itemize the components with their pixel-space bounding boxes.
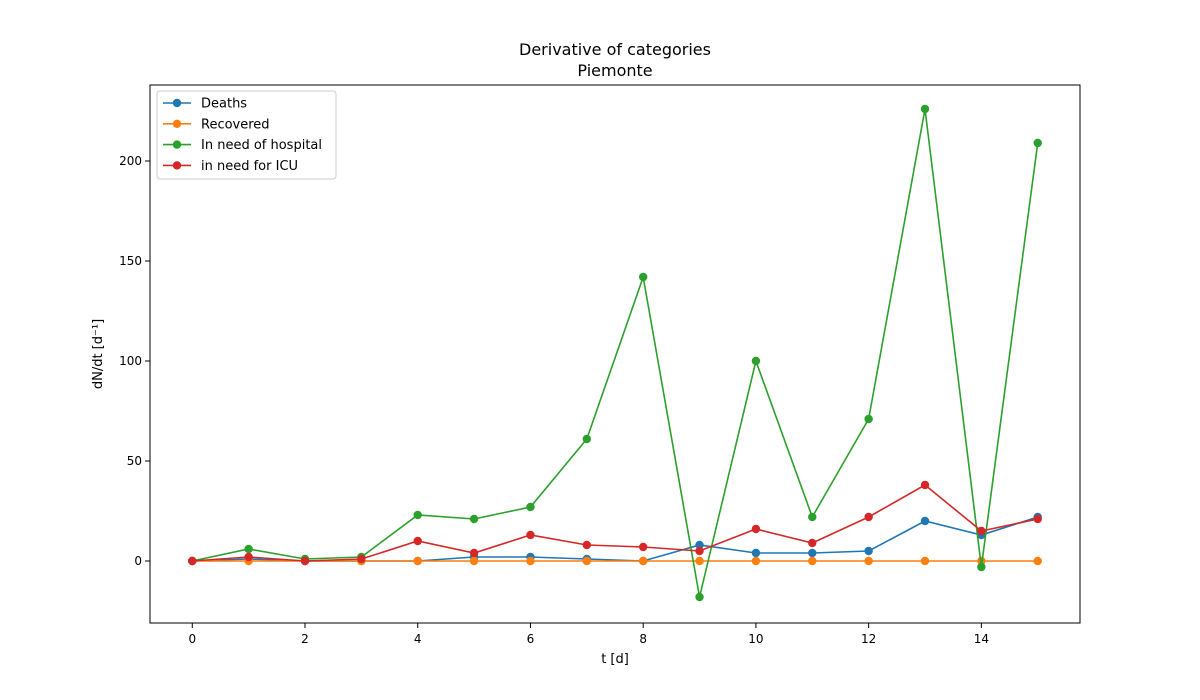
data-point	[808, 512, 817, 522]
data-point	[751, 548, 761, 558]
x-tick-label: 0	[188, 632, 196, 646]
chart-title: Derivative of categories	[519, 40, 711, 59]
data-point	[751, 356, 761, 366]
data-point	[695, 556, 704, 566]
plot-frame	[149, 84, 1081, 624]
series-line	[192, 108, 1039, 598]
x-tick-label: 2	[301, 632, 309, 646]
data-point	[1033, 138, 1042, 148]
data-point	[695, 546, 704, 556]
data-point	[469, 514, 479, 524]
data-point	[920, 104, 930, 114]
x-tick-label: 12	[861, 632, 876, 646]
data-point	[920, 516, 930, 526]
x-tick-label: 6	[527, 632, 535, 646]
series-in-need-of-hospital	[188, 104, 1042, 602]
data-point	[526, 502, 535, 512]
legend-item: Deaths	[163, 97, 247, 112]
y-axis-label: dN/dt [d⁻¹]	[91, 319, 106, 389]
data-point	[751, 556, 761, 566]
data-point	[188, 556, 197, 566]
data-point	[808, 538, 817, 548]
data-point	[582, 540, 592, 550]
legend-marker	[172, 98, 182, 108]
legend-marker	[172, 119, 182, 128]
data-point	[864, 512, 873, 522]
legend-marker	[172, 161, 182, 170]
legend-box	[156, 90, 337, 180]
data-point	[526, 556, 535, 566]
data-point	[526, 530, 535, 540]
y-axis: 0 50 100 150 200	[119, 154, 150, 568]
y-tick-label: 150	[119, 254, 142, 268]
legend-marker	[172, 140, 182, 149]
data-point	[977, 526, 986, 536]
series-layer	[188, 104, 1042, 602]
data-point	[977, 562, 986, 572]
data-point	[808, 556, 817, 566]
legend-label: In need of hospital	[201, 138, 322, 153]
data-point	[300, 556, 310, 566]
legend-label: in need for ICU	[201, 159, 298, 174]
data-point	[920, 480, 930, 490]
data-point	[751, 524, 761, 534]
data-point	[808, 548, 817, 558]
data-point	[638, 272, 648, 282]
data-point	[469, 556, 479, 566]
series-line	[192, 516, 1038, 562]
data-point	[864, 546, 873, 556]
data-point	[920, 556, 930, 566]
y-tick-label: 0	[134, 554, 142, 568]
data-point	[695, 592, 704, 602]
series-line	[192, 484, 1038, 562]
legend-label: Recovered	[201, 117, 270, 132]
data-point	[638, 556, 648, 566]
legend-item: Recovered	[163, 117, 270, 132]
data-point	[413, 536, 422, 546]
x-axis: 0 2 4 6 8 10 12 14	[188, 623, 989, 646]
y-tick-label: 200	[119, 154, 142, 168]
data-point	[582, 434, 592, 444]
data-point	[469, 548, 479, 558]
chart-subtitle: Piemonte	[577, 61, 652, 80]
x-axis-label: t [d]	[601, 652, 629, 667]
legend-item: In need of hospital	[163, 138, 322, 153]
data-point	[413, 510, 422, 520]
legend-item: in need for ICU	[163, 159, 298, 174]
x-tick-label: 14	[974, 632, 989, 646]
x-tick-label: 8	[639, 632, 647, 646]
data-point	[864, 414, 873, 424]
data-point	[638, 542, 648, 552]
series-deaths	[188, 512, 1042, 566]
x-tick-label: 10	[748, 632, 763, 646]
data-point	[1033, 514, 1042, 524]
y-tick-label: 50	[127, 454, 142, 468]
data-point	[864, 556, 873, 566]
data-point	[1033, 556, 1042, 566]
data-point	[582, 556, 592, 566]
data-point	[695, 540, 704, 550]
data-point	[357, 554, 366, 564]
data-point	[244, 544, 253, 554]
y-tick-label: 100	[119, 354, 142, 368]
legend: Deaths Recovered In need of hospital in nee…	[156, 90, 337, 180]
data-point	[244, 552, 253, 562]
legend-label: Deaths	[201, 97, 247, 112]
data-point	[413, 556, 422, 566]
series-in-need-for-icu	[188, 480, 1042, 566]
x-tick-label: 4	[414, 632, 422, 646]
